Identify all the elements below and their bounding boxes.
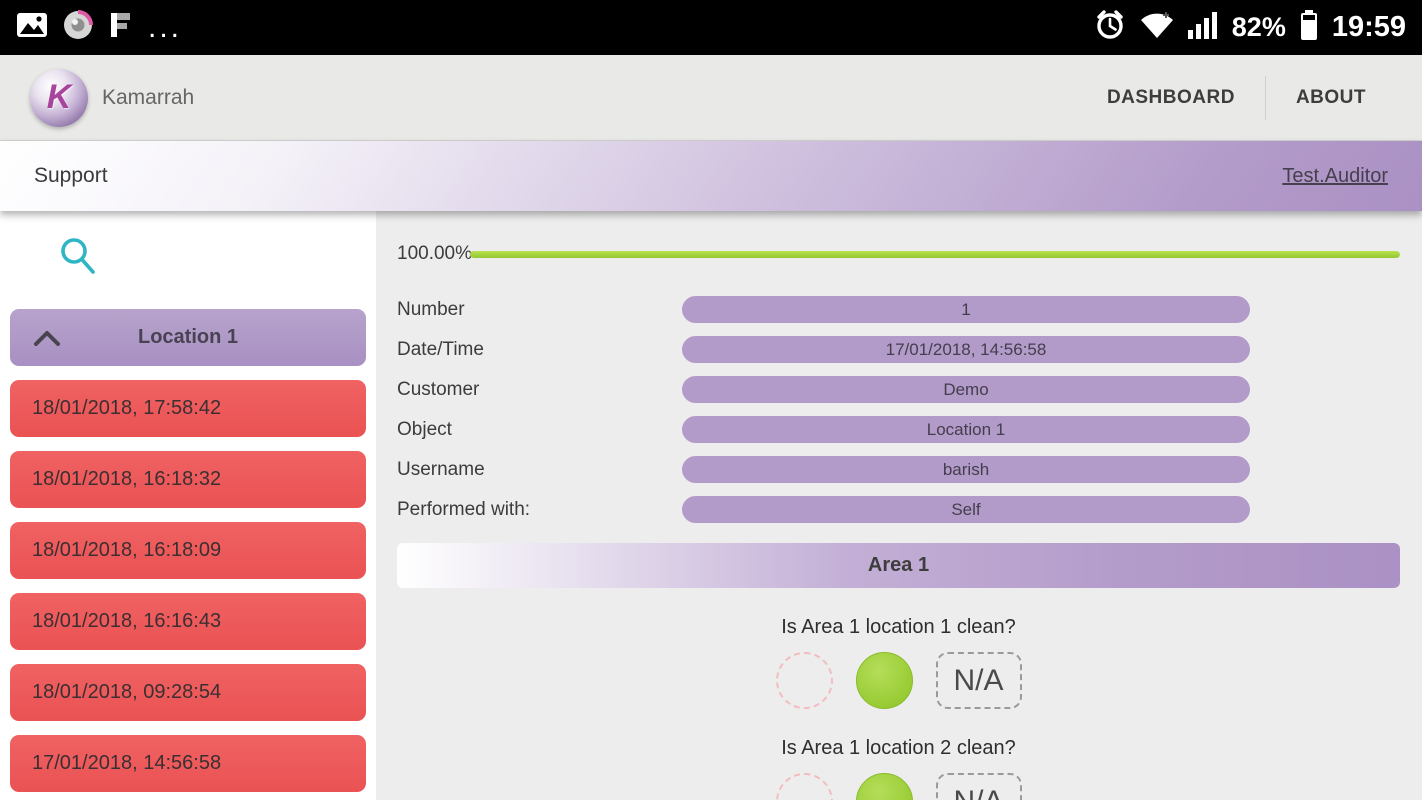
progress-row: 100.00% <box>397 243 1400 265</box>
search-icon <box>61 238 95 274</box>
progress-bar <box>470 250 1400 258</box>
user-link[interactable]: Test.Auditor <box>1282 164 1388 187</box>
location-group-label: Location 1 <box>137 326 238 348</box>
field-row-performed-with: Performed with: Self <box>397 496 1400 523</box>
field-value: 1 <box>682 296 1250 323</box>
audit-fields: Number 1 Date/Time 17/01/2018, 14:56:58 … <box>397 296 1400 523</box>
option-yes-circle-selected[interactable] <box>855 773 913 800</box>
question-text: Is Area 1 location 2 clean? <box>781 737 1016 759</box>
alarm-icon <box>1094 9 1126 46</box>
search-button[interactable] <box>56 235 100 279</box>
field-row-object: Object Location 1 <box>397 416 1400 443</box>
area-section-header[interactable]: Area 1 <box>397 543 1400 588</box>
audit-list-item[interactable]: 18/01/2018, 16:18:09 <box>10 522 366 579</box>
battery-icon <box>1300 10 1318 45</box>
app-nav: DASHBOARD ABOUT <box>1077 55 1396 140</box>
option-na-button[interactable]: N/A <box>935 773 1022 800</box>
content: Location 1 18/01/2018, 17:58:42 18/01/20… <box>0 211 1422 800</box>
status-bar-right: 82% 19:59 <box>1094 9 1406 46</box>
option-no-circle[interactable] <box>775 773 833 800</box>
subheader: Support Test.Auditor <box>0 141 1422 211</box>
progress-fill <box>470 250 1400 258</box>
question-options: N/A <box>397 652 1400 709</box>
status-bar: ... <box>0 0 1422 55</box>
field-value: Self <box>682 496 1250 523</box>
option-yes-circle-selected[interactable] <box>855 652 913 709</box>
option-na-button[interactable]: N/A <box>935 652 1022 709</box>
audit-list-item[interactable]: 18/01/2018, 16:16:43 <box>10 593 366 650</box>
field-value: Location 1 <box>682 416 1250 443</box>
audit-list-item[interactable]: 18/01/2018, 09:28:54 <box>10 664 366 721</box>
audit-list-item[interactable]: 18/01/2018, 17:58:42 <box>10 380 366 437</box>
page-title: Support <box>34 164 108 187</box>
audit-list-item[interactable]: 17/01/2018, 14:56:58 <box>10 735 366 792</box>
audit-list-item[interactable]: 18/01/2018, 16:18:32 <box>10 451 366 508</box>
field-row-number: Number 1 <box>397 296 1400 323</box>
location-group-header[interactable]: Location 1 <box>10 309 366 366</box>
field-label: Object <box>397 418 452 440</box>
kamarrah-logo-icon: K <box>30 68 88 127</box>
field-row-username: Username barish <box>397 456 1400 483</box>
question-1: Is Area 1 location 1 clean? N/A <box>397 616 1400 709</box>
brand: K Kamarrah <box>30 68 195 127</box>
nav-about[interactable]: ABOUT <box>1295 86 1366 108</box>
field-row-datetime: Date/Time 17/01/2018, 14:56:58 <box>397 336 1400 363</box>
field-value: barish <box>682 456 1250 483</box>
question-text: Is Area 1 location 1 clean? <box>781 616 1016 638</box>
field-label: Performed with: <box>397 498 531 520</box>
app-header: K Kamarrah DASHBOARD ABOUT <box>0 55 1422 141</box>
signal-icon <box>1187 11 1218 44</box>
notifications-overflow: ... <box>148 10 183 44</box>
field-value: 17/01/2018, 14:56:58 <box>682 336 1250 363</box>
clock-text: 19:59 <box>1331 11 1406 43</box>
kamarrah-notification-icon <box>62 9 94 46</box>
wifi-icon <box>1140 11 1174 44</box>
field-label: Username <box>397 458 485 480</box>
nav-dashboard[interactable]: DASHBOARD <box>1106 86 1235 108</box>
gallery-icon <box>16 12 48 43</box>
main-content: 100.00% Number 1 Date/Time 17/01/2018, 1… <box>376 211 1422 800</box>
field-label: Number <box>397 298 465 320</box>
progress-label: 100.00% <box>397 243 473 264</box>
field-label: Customer <box>397 378 480 400</box>
app-name: Kamarrah <box>102 85 195 109</box>
field-label: Date/Time <box>397 338 484 360</box>
field-value: Demo <box>682 376 1250 403</box>
nav-divider <box>1264 75 1266 120</box>
status-bar-left: ... <box>16 9 182 46</box>
flag-icon <box>108 11 132 44</box>
option-no-circle[interactable] <box>775 652 833 709</box>
logo-letter: K <box>46 78 72 116</box>
question-2: Is Area 1 location 2 clean? N/A <box>397 737 1400 800</box>
battery-percent: 82% <box>1231 12 1286 42</box>
field-row-customer: Customer Demo <box>397 376 1400 403</box>
sidebar: Location 1 18/01/2018, 17:58:42 18/01/20… <box>0 211 376 800</box>
question-options: N/A <box>397 773 1400 800</box>
chevron-up-icon <box>34 329 60 352</box>
